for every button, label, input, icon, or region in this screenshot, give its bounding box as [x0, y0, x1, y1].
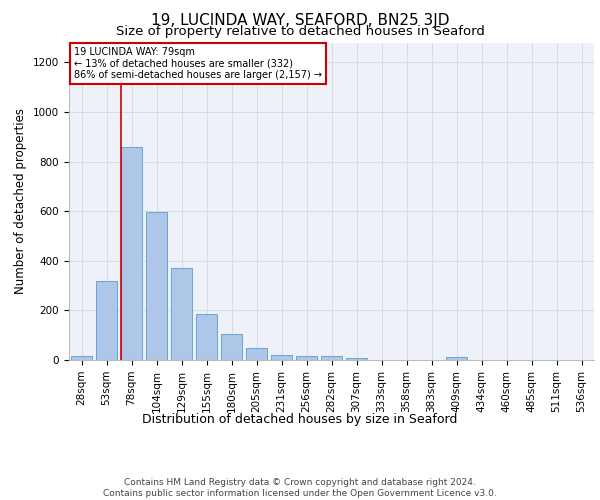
Bar	[196, 314, 217, 360]
Bar	[221, 334, 242, 360]
Bar	[96, 280, 117, 360]
Bar	[146, 212, 167, 360]
Bar	[246, 348, 267, 360]
Bar	[171, 268, 192, 360]
Bar	[71, 356, 92, 360]
Text: 19, LUCINDA WAY, SEAFORD, BN25 3JD: 19, LUCINDA WAY, SEAFORD, BN25 3JD	[151, 12, 449, 28]
Bar	[271, 354, 292, 360]
Bar	[121, 146, 142, 360]
Text: Distribution of detached houses by size in Seaford: Distribution of detached houses by size …	[142, 412, 458, 426]
Bar	[321, 356, 342, 360]
Bar	[296, 356, 317, 360]
Bar	[346, 358, 367, 360]
Y-axis label: Number of detached properties: Number of detached properties	[14, 108, 28, 294]
Bar	[446, 357, 467, 360]
Text: Contains HM Land Registry data © Crown copyright and database right 2024.
Contai: Contains HM Land Registry data © Crown c…	[103, 478, 497, 498]
Text: Size of property relative to detached houses in Seaford: Size of property relative to detached ho…	[116, 25, 484, 38]
Text: 19 LUCINDA WAY: 79sqm
← 13% of detached houses are smaller (332)
86% of semi-det: 19 LUCINDA WAY: 79sqm ← 13% of detached …	[74, 48, 322, 80]
